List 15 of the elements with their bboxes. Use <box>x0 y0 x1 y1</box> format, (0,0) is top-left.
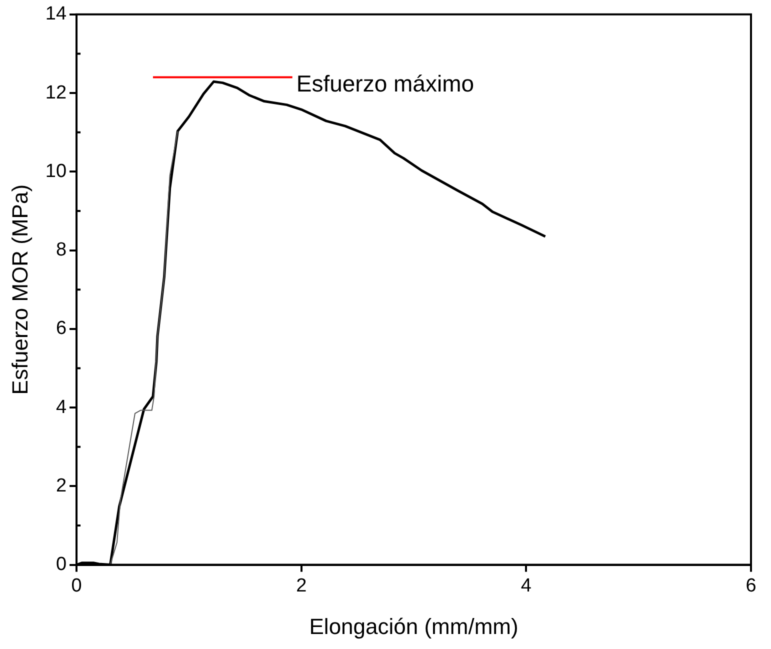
y-tick-label: 8 <box>56 240 67 261</box>
y-tick-label: 6 <box>56 318 67 340</box>
x-tick-label: 0 <box>71 575 82 596</box>
x-tick-label: 4 <box>520 575 532 596</box>
y-tick-label: 12 <box>45 82 67 104</box>
y-tick-label: 2 <box>56 475 67 496</box>
series-label: Esfuerzo máximo <box>296 70 474 97</box>
x-tick-label: 2 <box>296 575 307 596</box>
y-tick-label: 10 <box>45 160 67 182</box>
y-tick-label: 4 <box>56 396 67 418</box>
y-tick-label: 14 <box>45 4 67 25</box>
y-tick-label: 0 <box>56 554 67 576</box>
x-tick-label: 6 <box>746 575 756 596</box>
y-axis-title: Esfuerzo MOR (MPa) <box>7 184 32 395</box>
x-axis-title: Elongación (mm/mm) <box>309 614 518 639</box>
